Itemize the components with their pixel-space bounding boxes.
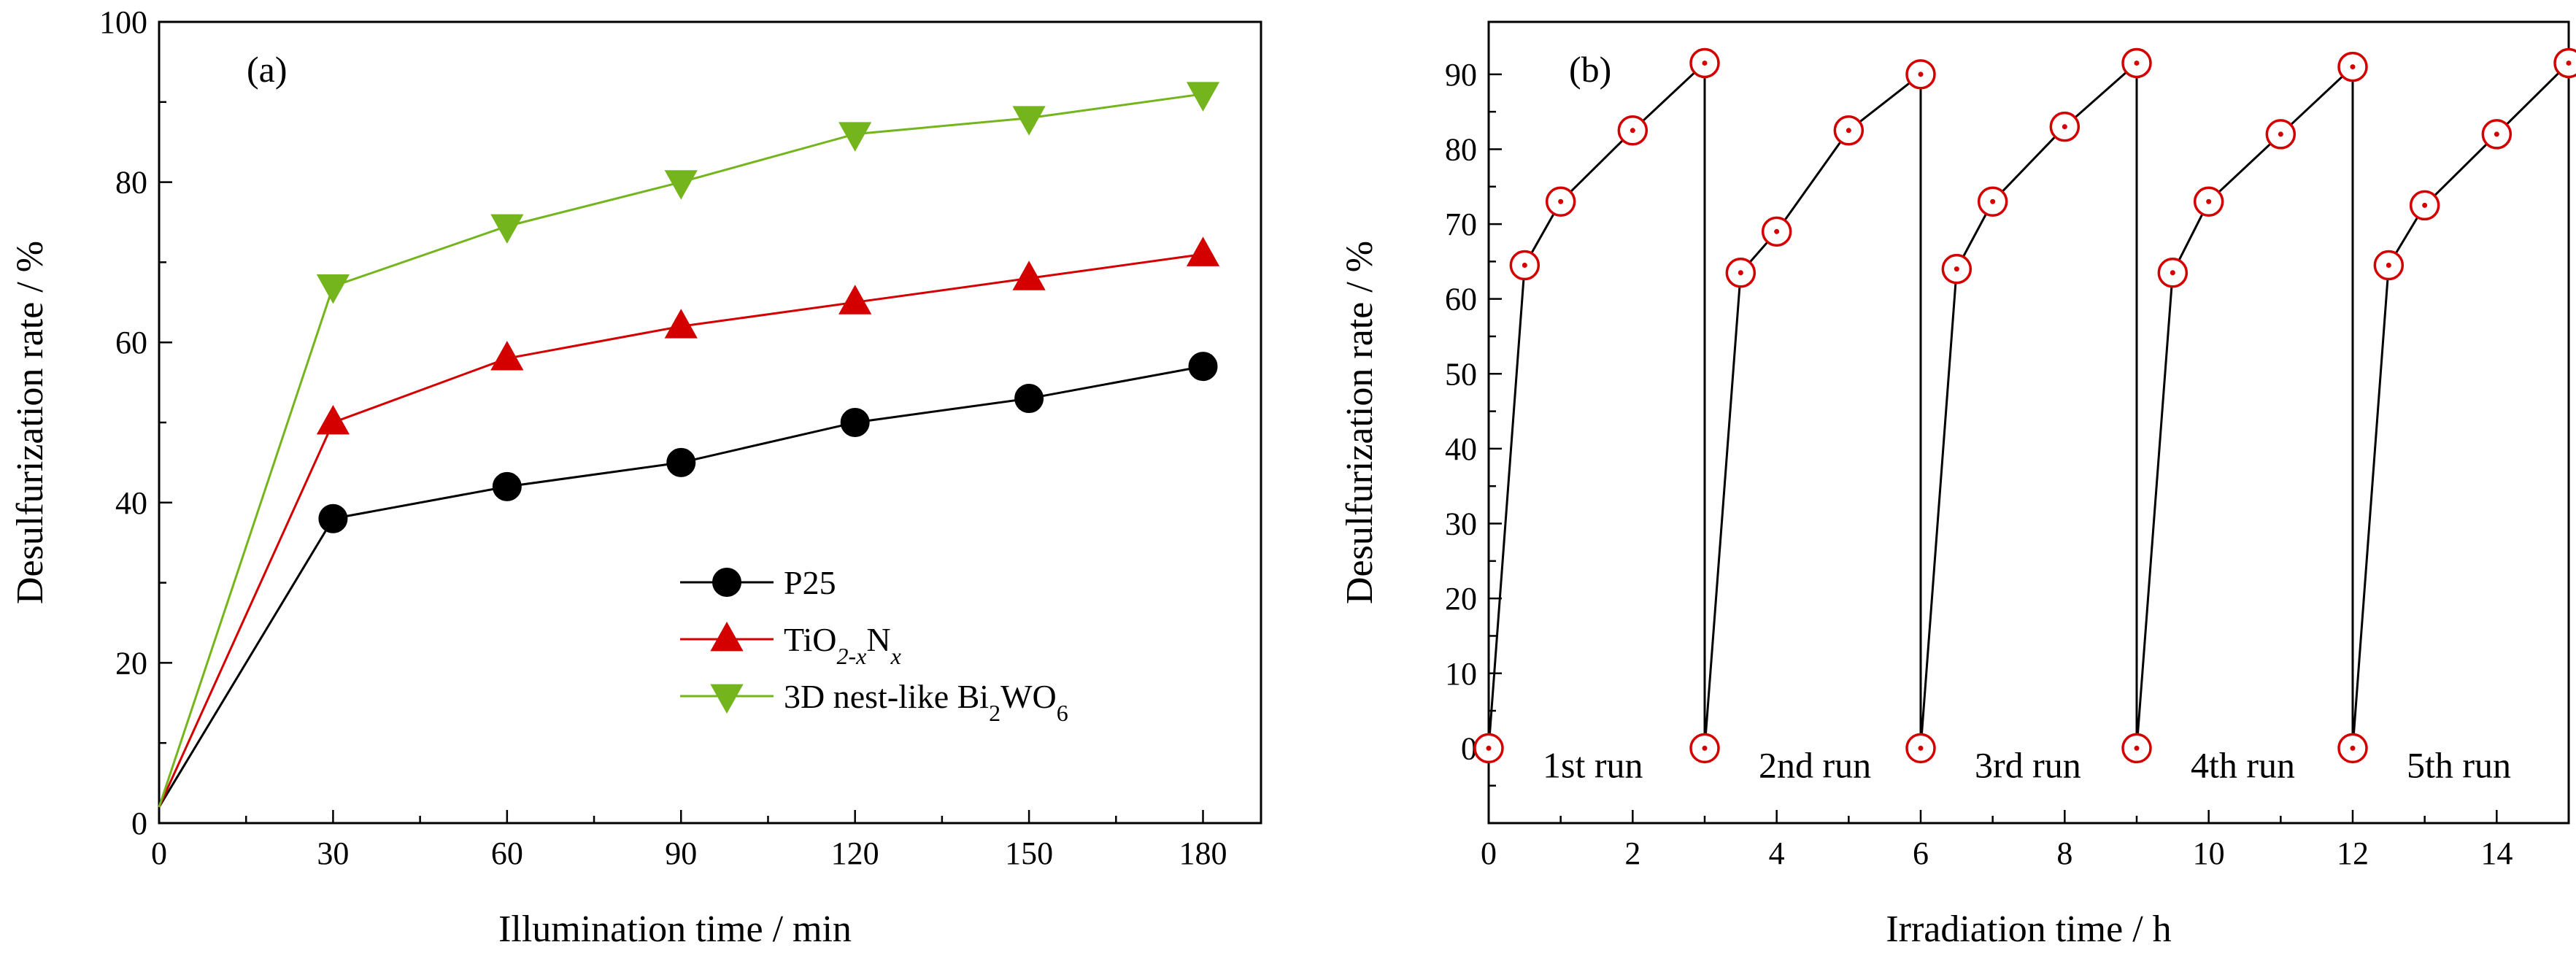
panel-b-data-point (2553, 47, 2576, 79)
panel-b-data-point-dot (1522, 263, 1527, 269)
panel-a-data-point (840, 408, 870, 437)
panel-b-chart: 0 2 4 6 8 10 12 14 0 10 20 30 40 50 60 70 80 90 1st run 2n… (1339, 20, 2576, 950)
panel-b-y-tick-label: 20 (1445, 581, 1477, 617)
panel-b-data-point-dot (1846, 128, 1851, 134)
panel-b-y-tick-label: 80 (1445, 131, 1477, 167)
panel-b-data-point-dot (2278, 131, 2283, 137)
panel-b-data-point-dot (2062, 124, 2067, 130)
panel-a-data-point (316, 404, 350, 435)
panel-a-y-tick-label: 40 (115, 485, 147, 521)
panel-b-label: (b) (1569, 49, 1611, 90)
panel-b-y-tick-label: 30 (1445, 506, 1477, 542)
panel-b-y-tick-label: 50 (1445, 356, 1477, 392)
panel-b-y-tick-label: 90 (1445, 57, 1477, 93)
legend-entry-label: P25 (784, 564, 836, 601)
panel-a-series-line (158, 365, 1203, 808)
panel-a-data-point (1186, 82, 1220, 112)
panel-b-data-point-dot (1702, 745, 1708, 751)
panel-b-x-tick-label: 12 (2337, 835, 2369, 871)
panel-b-run-label: 4th run (2191, 744, 2295, 785)
panel-b-data-point-dot (2134, 745, 2140, 751)
panel-b-data-point-dot (2494, 131, 2499, 137)
panel-b-y-tick-label: 0 (1461, 730, 1477, 766)
panel-b-run-label: 2nd run (1759, 744, 1871, 785)
legend-marker (712, 568, 741, 597)
panel-a-data-point (490, 214, 524, 244)
panel-a-x-axis-title: Illumination time / min (498, 908, 852, 950)
panel-b-x-tick-label: 4 (1769, 835, 1785, 871)
panel-a-y-tick-label: 80 (115, 165, 147, 201)
panel-b-x-axis-title: Irradiation time / h (1886, 908, 2171, 950)
panel-b-data-point-dot (1954, 266, 1959, 272)
panel-b-data-point-dot (2386, 263, 2391, 269)
panel-b-data-point-dot (2170, 270, 2175, 276)
panel-b-x-tick-label: 14 (2480, 835, 2513, 871)
panel-b-data-point-dot (2350, 745, 2356, 751)
panel-b-data-point-dot (1702, 60, 1708, 66)
panel-a-data-point (666, 447, 696, 477)
panel-b-run-label: 5th run (2407, 744, 2511, 785)
panel-a-data-point (318, 503, 348, 533)
panel-a-y-tick-label: 100 (99, 4, 147, 40)
panel-b-y-tick-label: 40 (1445, 431, 1477, 467)
panel-a-data-point (1186, 236, 1220, 266)
legend-entry-label: TiO2-xNx (784, 621, 901, 669)
panel-b-y-tick-label: 10 (1445, 656, 1477, 692)
panel-a-x-tick-label: 90 (665, 835, 697, 871)
panel-b-x-tick-label: 10 (2193, 835, 2225, 871)
panel-b-data-point-dot (2350, 64, 2356, 70)
panel-a-data-point (1012, 106, 1046, 136)
panel-b-data-point-dot (2566, 60, 2572, 66)
panel-a-chart: 0 30 60 90 120 150 180 0 20 40 60 80 100 (a) Illumin… (9, 4, 1262, 950)
panel-a-x-tick-label: 120 (831, 835, 879, 871)
panel-a-x-tick-label: 180 (1179, 835, 1227, 871)
panel-b-data-point-dot (1486, 745, 1492, 751)
panel-a-data-point (1014, 384, 1044, 414)
panel-b-x-tick-label: 0 (1481, 835, 1497, 871)
panel-a-data-point (838, 122, 872, 152)
legend-entry-label: 3D nest-like Bi2WO6 (784, 678, 1068, 726)
panel-a-data-point (838, 285, 872, 314)
panel-b-data-point-dot (1558, 198, 1564, 204)
panel-b-x-tick-label: 2 (1624, 835, 1640, 871)
panel-a-label: (a) (247, 49, 288, 90)
legend-marker (710, 684, 744, 714)
panel-b-y-tick-label: 60 (1445, 282, 1477, 317)
panel-b-data-point-dot (1918, 745, 1924, 751)
panel-b-data-point-dot (2134, 60, 2140, 66)
panel-b-data-point-dot (1918, 72, 1924, 77)
panel-a-x-tick-label: 30 (317, 835, 349, 871)
panel-b-data-point-dot (1630, 128, 1635, 134)
panel-a-x-tick-label: 150 (1005, 835, 1053, 871)
panel-a-data-point (664, 309, 698, 339)
panel-a-y-tick-label: 60 (115, 325, 147, 360)
panel-a-data-point (1012, 260, 1046, 290)
panel-b-data-point-dot (1774, 228, 1780, 234)
panel-a-data-point (664, 170, 698, 200)
panel-b-y-axis-title: Desulfurization rate / % (1339, 241, 1381, 604)
panel-a-data-point (316, 274, 350, 304)
panel-b-series-line (1487, 60, 2570, 749)
panel-a-data-point (1188, 352, 1218, 382)
panel-b-data-point-dot (1990, 198, 1996, 204)
panel-a-x-tick-label: 0 (151, 835, 167, 871)
panel-b-data-point-dot (2206, 198, 2212, 204)
panel-a-legend: P25 TiO2-xNx 3D nest-like Bi2WO6 (680, 564, 1068, 726)
legend-marker (710, 621, 744, 652)
panel-b-data-point-dot (1738, 270, 1743, 276)
panel-a-y-axis-title: Desulfurization rate / % (9, 241, 51, 604)
panel-a-y-tick-label: 20 (115, 645, 147, 681)
panel-a-y-tick-label: 0 (131, 806, 147, 841)
panel-b-x-tick-label: 6 (1913, 835, 1929, 871)
panel-b-data-point-dot (2422, 202, 2428, 208)
panel-b-y-tick-label: 70 (1445, 207, 1477, 242)
panel-b-run-label: 1st run (1543, 744, 1643, 785)
panel-a-x-tick-label: 60 (491, 835, 523, 871)
panel-b-run-label: 3rd run (1975, 744, 2081, 785)
panel-a-data-point (492, 471, 522, 501)
panel-b-plot-frame (1487, 20, 2570, 825)
panel-a-data-point (490, 341, 524, 371)
panel-b-x-tick-label: 8 (2056, 835, 2072, 871)
